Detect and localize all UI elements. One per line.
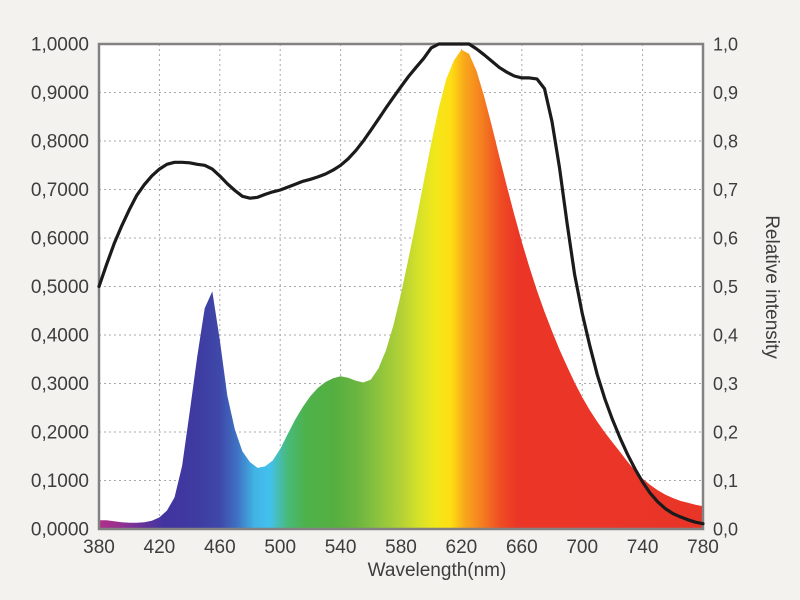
y-axis-left-tick-label: 0,8000	[31, 132, 89, 153]
y-axis-right-tick-label: 0,6	[713, 229, 738, 249]
x-axis-tick-label: 660	[506, 537, 538, 558]
y-axis-left-tick-label: 0,7000	[31, 180, 89, 201]
x-axis-tick-label: 540	[325, 537, 357, 558]
y-axis-right-tick-label: 0,7	[713, 180, 738, 200]
x-axis-tick-label: 700	[566, 537, 598, 558]
x-axis-tick-label: 580	[385, 537, 417, 558]
x-axis-tick-label: 420	[144, 537, 176, 558]
y-axis-right-tick-label: 0,0	[713, 520, 738, 540]
y-axis-right-tick-label: 0,4	[713, 326, 738, 346]
x-axis-tick-label: 740	[627, 537, 659, 558]
y-axis-right-tick-label: 1,0	[713, 35, 738, 55]
x-axis-tick-label: 780	[687, 537, 719, 558]
y-axis-left-tick-label: 0,9000	[31, 83, 89, 104]
y-axis-left-tick-label: 0,3000	[31, 374, 89, 395]
y-axis-right-tick-label: 0,9	[713, 83, 738, 103]
y-axis-right-tick-label: 0,1	[713, 471, 738, 491]
y-axis-right-title: Relative intensity	[761, 215, 782, 359]
y-axis-left-tick-label: 0,5000	[31, 277, 89, 298]
x-axis-tick-label: 620	[446, 537, 478, 558]
x-axis-tick-label: 500	[264, 537, 296, 558]
response-line	[97, 42, 705, 526]
y-axis-left-tick-label: 0,6000	[31, 229, 89, 250]
y-axis-left-tick-label: 0,2000	[31, 423, 89, 444]
spectrum-area	[99, 49, 703, 530]
x-axis-title: Wavelength(nm)	[368, 560, 507, 581]
y-axis-right-tick-label: 0,2	[713, 423, 738, 443]
y-axis-left-tick-label: 0,4000	[31, 326, 89, 347]
y-axis-left-tick-label: 0,0000	[31, 520, 89, 541]
x-axis-tick-label: 380	[83, 537, 115, 558]
y-axis-left-tick-label: 0,1000	[31, 471, 89, 492]
y-axis-left-tick-label: 1,0000	[31, 35, 89, 56]
x-axis-tick-label: 460	[204, 537, 236, 558]
y-axis-right-tick-label: 0,5	[713, 277, 738, 297]
y-axis-right-tick-label: 0,8	[713, 132, 738, 152]
y-axis-right-tick-label: 0,3	[713, 374, 738, 394]
